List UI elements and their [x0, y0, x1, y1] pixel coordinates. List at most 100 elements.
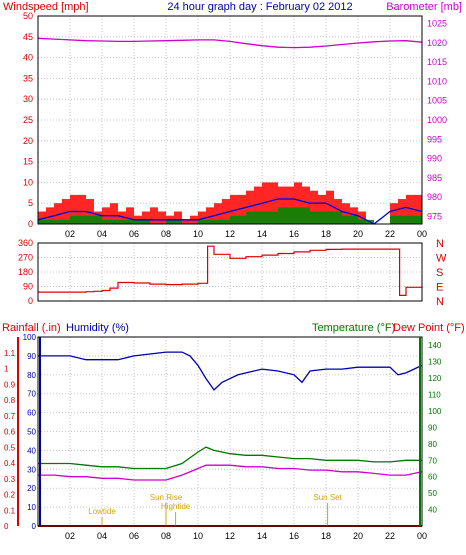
temperature-y-tick-label: 100	[428, 407, 442, 416]
event-label: Hightide	[161, 502, 191, 511]
wind-bar	[262, 211, 278, 224]
gust-bar	[150, 207, 158, 224]
gust-bar	[414, 194, 422, 224]
direction-line	[38, 245, 423, 296]
wind-bar	[102, 219, 118, 224]
rain-y-tick-label: 0.1	[4, 506, 16, 515]
humidity-y-tick-label: 60	[27, 409, 36, 418]
gust-bar	[174, 211, 182, 224]
gust-bar	[70, 194, 78, 224]
temperature-y-tick-label: 120	[428, 374, 442, 383]
gust-bar	[238, 194, 246, 224]
hum-x-tick-label: 20	[353, 531, 363, 541]
wind-x-tick-label: 10	[193, 229, 203, 239]
temperature-y-tick-label: 50	[428, 489, 437, 498]
event-label: Sun Set	[313, 493, 342, 502]
gust-bar	[294, 182, 302, 224]
humidity-y-tick-label: 100	[23, 333, 37, 342]
direction-y-tick-label: 360	[18, 238, 33, 248]
temperature-y-tick-label: 60	[428, 473, 437, 482]
hum-x-tick-label: 04	[97, 531, 107, 541]
direction-y-tick-label: 180	[18, 267, 33, 277]
wind-bar	[342, 215, 358, 224]
gust-bar	[222, 199, 230, 224]
gust-bar	[86, 199, 94, 224]
humidity-y-tick-label: 70	[27, 390, 36, 399]
wind-bar	[230, 215, 246, 224]
gust-bar	[398, 199, 406, 224]
wind-bar	[310, 211, 326, 224]
average-wind-line	[37, 198, 423, 225]
barometer-y-tick-label: 980	[427, 192, 442, 202]
wind-y-tick-label: 5	[28, 198, 33, 208]
barometer-y-tick-label: 975	[427, 211, 442, 221]
rain-y-tick-label: 0.2	[4, 491, 16, 500]
temperature-y-tick-label: 140	[428, 341, 442, 350]
wind-bar	[118, 219, 134, 224]
gust-bar	[326, 190, 334, 224]
wind-bar	[86, 215, 102, 224]
temperature-y-tick-label: 130	[428, 358, 442, 367]
rain-y-tick-label: 0.3	[4, 475, 16, 484]
wind-y-tick-label: 0	[28, 219, 33, 229]
humidity-plot-frame	[37, 336, 423, 527]
gust-bar	[310, 190, 318, 224]
gust-bar	[246, 190, 254, 224]
direction-y-tick-label: 0	[28, 296, 33, 306]
gust-bar	[182, 219, 190, 224]
gust-bar	[214, 203, 222, 224]
rain-y-tick-label: 0	[4, 522, 9, 531]
wind-x-tick-label: 12	[225, 229, 235, 239]
gust-bar	[262, 182, 270, 224]
rain-y-tick-label: 0.9	[4, 380, 16, 389]
wind-x-tick-label: 00	[417, 229, 427, 239]
event-label: Sun Rise	[150, 493, 183, 502]
wind-x-tick-label: 08	[161, 229, 171, 239]
temperature-line	[38, 446, 422, 470]
hum-x-tick-label: 16	[289, 531, 299, 541]
humidity-y-tick-label: 90	[27, 352, 36, 361]
temperature-y-tick-label: 90	[428, 423, 437, 432]
wind-x-tick-label: 04	[97, 229, 107, 239]
wind-bar	[70, 215, 86, 224]
frame-layer	[17, 15, 423, 527]
wind-bar	[406, 215, 422, 224]
gust-bar	[302, 186, 310, 224]
barometer-line	[37, 37, 423, 49]
wind-bar	[134, 219, 150, 224]
wind-bar	[214, 219, 230, 224]
barometer-y-tick-label: 1005	[427, 96, 447, 106]
wind-x-tick-label: 18	[321, 229, 331, 239]
gust-bar	[254, 186, 262, 224]
compass-label: E	[436, 282, 443, 294]
humidity-axis-title: Humidity (%)	[66, 322, 129, 334]
rain-y-tick-label: 0.5	[4, 443, 16, 452]
gust-bar	[62, 199, 70, 224]
wind-bar	[326, 211, 342, 224]
barometer-y-tick-label: 1025	[427, 19, 447, 29]
humidity-y-tick-label: 20	[27, 484, 36, 493]
humidity-y-tick-label: 10	[27, 503, 36, 512]
humidity-y-tick-label: 50	[27, 428, 36, 437]
hum-x-tick-label: 18	[321, 531, 331, 541]
rainfall-axis-title: Rainfall (.in)	[2, 322, 61, 334]
compass-label: N	[436, 238, 444, 250]
wind-bar	[38, 219, 54, 224]
gust-bar	[118, 211, 126, 224]
wind-x-tick-label: 14	[257, 229, 267, 239]
gust-bar	[198, 211, 206, 224]
gust-bar	[334, 199, 342, 224]
hum-x-tick-label: 00	[417, 531, 427, 541]
gust-bar	[278, 186, 286, 224]
dewpoint-axis-title: Dew Point (°F)	[393, 322, 465, 334]
gust-bar	[270, 182, 278, 224]
humidity-y-tick-label: 80	[27, 371, 36, 380]
gust-bar	[46, 207, 54, 224]
barometer-y-tick-label: 985	[427, 173, 442, 183]
wind-x-tick-label: 22	[385, 229, 395, 239]
compass-label: W	[436, 253, 447, 265]
compass-label: S	[436, 267, 443, 279]
